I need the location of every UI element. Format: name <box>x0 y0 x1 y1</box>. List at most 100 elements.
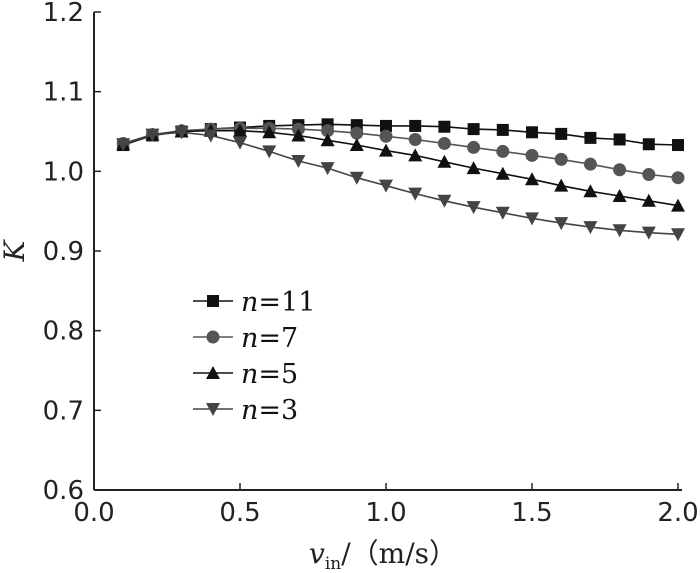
data-point <box>583 221 598 235</box>
data-point <box>409 119 422 132</box>
x-axis-label: vin/（m/s） <box>309 537 457 573</box>
legend-label-var: n <box>241 395 258 426</box>
data-point <box>525 172 539 186</box>
data-point <box>321 124 335 138</box>
x-tick-label: 0.0 <box>73 498 114 528</box>
data-point <box>262 125 277 139</box>
data-point <box>203 129 218 143</box>
data-point <box>437 194 452 208</box>
data-point <box>554 217 569 231</box>
series-triangle-up <box>116 123 685 212</box>
data-point <box>584 131 597 144</box>
data-point <box>641 193 656 207</box>
data-point <box>145 128 160 142</box>
data-point <box>379 129 393 143</box>
data-point <box>467 123 480 136</box>
data-point <box>379 179 393 193</box>
data-point <box>380 119 392 132</box>
data-point <box>613 133 626 146</box>
y-tick-label: 1.2 <box>43 0 84 28</box>
data-point <box>233 123 247 137</box>
legend-label: n=3 <box>241 395 298 426</box>
data-point <box>437 154 452 168</box>
data-point <box>379 143 393 157</box>
data-point <box>496 123 509 136</box>
data-point <box>233 136 247 150</box>
legend-label: n=11 <box>241 287 315 318</box>
data-point <box>525 148 539 162</box>
data-point <box>349 138 364 152</box>
x-tick-label: 1.0 <box>365 498 406 528</box>
y-tick-label: 0.8 <box>43 317 84 347</box>
data-point <box>672 139 684 152</box>
data-point <box>642 168 656 182</box>
legend: n=11n=7n=5n=3 <box>193 287 315 426</box>
data-point <box>320 162 335 176</box>
y-tick-label: 1.1 <box>43 78 84 108</box>
data-point <box>116 138 131 152</box>
data-point <box>583 184 598 198</box>
legend-label-value: =3 <box>258 395 298 426</box>
data-point <box>525 212 539 226</box>
plot-area <box>93 12 682 491</box>
data-point <box>495 206 510 220</box>
data-point <box>612 189 627 203</box>
data-point <box>613 163 627 177</box>
legend-label: n=5 <box>241 359 298 390</box>
y-axis-label: K <box>0 238 31 262</box>
y-tick-label: 0.9 <box>43 237 84 267</box>
data-point <box>671 198 685 212</box>
data-point <box>671 228 685 242</box>
legend-label: n=7 <box>241 323 298 354</box>
data-point <box>583 157 597 171</box>
y-ticks: 0.6 0.7 0.8 0.9 1.0 1.1 1.2 <box>43 0 101 506</box>
legend-marker <box>206 330 220 344</box>
x-axis-label-unit: /（m/s） <box>341 537 457 570</box>
data-point <box>526 126 538 139</box>
x-tick-label: 0.5 <box>219 498 260 528</box>
data-point <box>408 148 423 162</box>
data-point <box>612 224 627 238</box>
data-point <box>554 152 568 166</box>
x-ticks: 0.0 0.5 1.0 1.5 2.0 <box>73 483 699 528</box>
x-axis-label-var: v <box>309 537 325 570</box>
data-point <box>466 201 481 215</box>
data-point <box>350 126 364 140</box>
legend-label-var: n <box>241 359 258 390</box>
data-point <box>496 144 510 158</box>
x-tick-label: 1.5 <box>511 498 552 528</box>
data-point <box>671 171 685 185</box>
legend-item: n=7 <box>193 323 298 354</box>
series-triangle-down <box>116 126 685 242</box>
x-axis-label-subscript: in <box>325 554 341 573</box>
data-point <box>641 226 656 240</box>
legend-marker <box>207 295 219 307</box>
data-point <box>349 171 364 185</box>
series-group <box>116 118 685 242</box>
legend-item: n=3 <box>193 395 298 426</box>
y-tick-label: 0.6 <box>43 476 84 506</box>
data-point <box>642 138 655 151</box>
data-point <box>408 187 423 201</box>
data-point <box>437 136 451 150</box>
data-point <box>554 178 569 192</box>
data-point <box>438 120 451 133</box>
legend-label-value: =5 <box>258 359 298 390</box>
legend-marker <box>206 366 220 379</box>
data-point <box>174 126 189 140</box>
legend-item: n=5 <box>193 359 298 390</box>
y-tick-label: 1.0 <box>43 157 84 187</box>
data-point <box>466 161 481 175</box>
series-line <box>122 131 679 236</box>
data-point <box>555 127 568 140</box>
y-tick-label: 0.7 <box>43 396 84 426</box>
data-point <box>467 140 481 154</box>
data-point <box>262 145 277 159</box>
data-point <box>291 154 306 168</box>
legend-label-value: =7 <box>258 323 298 354</box>
data-point <box>408 132 422 146</box>
legend-marker <box>206 403 220 416</box>
legend-label-value: =11 <box>258 287 315 318</box>
x-tick-label: 2.0 <box>657 498 698 528</box>
